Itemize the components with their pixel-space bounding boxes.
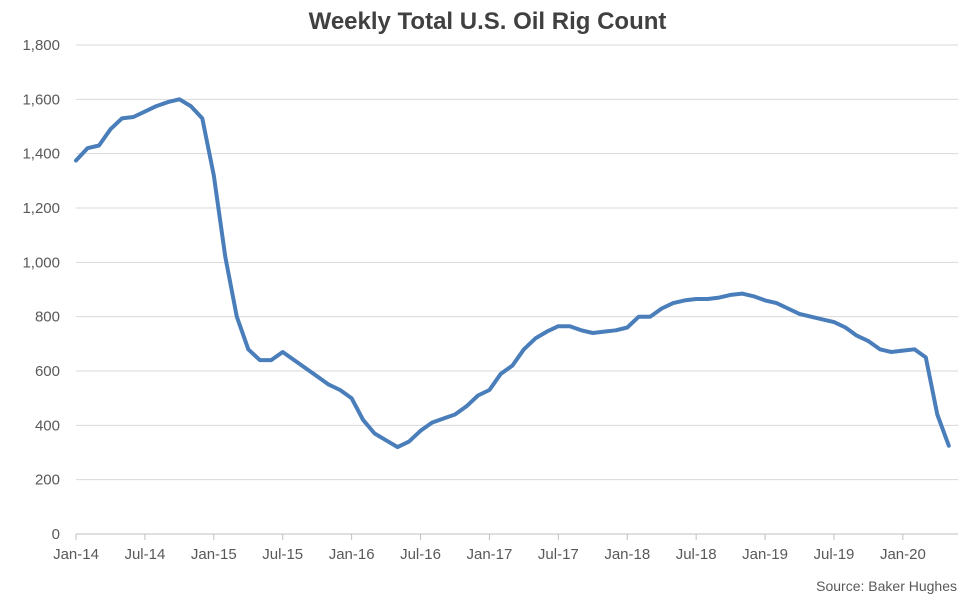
x-tick-label: Jul-17 — [538, 546, 579, 563]
x-tick-label: Jul-15 — [262, 546, 303, 563]
series-line — [74, 97, 951, 450]
x-tick-label: Jul-18 — [676, 546, 717, 563]
y-tick-label: 200 — [35, 472, 60, 489]
x-tick-label: Jan-16 — [329, 546, 375, 563]
x-tick-label: Jul-14 — [124, 546, 165, 563]
y-tick-label: 1,400 — [22, 146, 60, 163]
y-tick-label: 800 — [35, 309, 60, 326]
x-tick-label: Jan-14 — [53, 546, 99, 563]
y-tick-label: 400 — [35, 417, 60, 434]
x-tick-label: Jan-19 — [742, 546, 788, 563]
x-tick-label: Jan-17 — [467, 546, 513, 563]
x-tick-label: Jan-18 — [604, 546, 650, 563]
y-tick-label: 1,600 — [22, 91, 60, 108]
y-tick-label: 0 — [52, 526, 60, 543]
source-note: Source: Baker Hughes — [816, 578, 957, 594]
x-tick-label: Jan-15 — [191, 546, 237, 563]
x-tick-label: Jul-16 — [400, 546, 441, 563]
x-tick-label: Jul-19 — [814, 546, 855, 563]
y-tick-label: 1,800 — [22, 37, 60, 54]
y-tick-label: 600 — [35, 363, 60, 380]
y-tick-label: 1,200 — [22, 200, 60, 217]
y-tick-label: 1,000 — [22, 254, 60, 271]
chart-title: Weekly Total U.S. Oil Rig Count — [308, 8, 667, 35]
x-tick-label: Jan-20 — [880, 546, 926, 563]
